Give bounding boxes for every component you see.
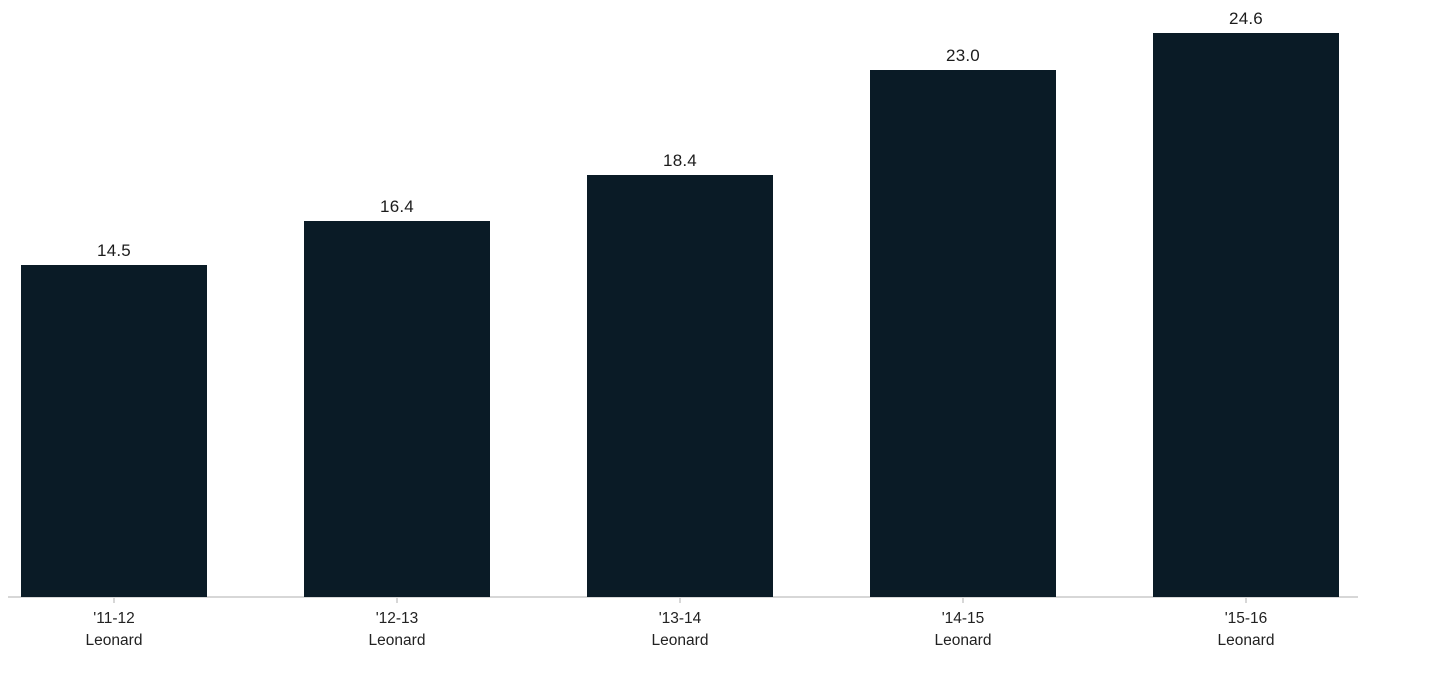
x-tick-label-line: '12-13: [375, 610, 419, 627]
x-tick-label: '15-16 Leonard: [1218, 608, 1275, 652]
bar-value-label: 18.4: [663, 151, 697, 170]
x-tick-label: '13-14 Leonard: [652, 608, 709, 652]
bar: [870, 70, 1056, 597]
x-axis-tick: [113, 598, 115, 603]
x-axis-tick: [1245, 598, 1247, 603]
bar: [304, 221, 490, 597]
x-tick-label-line: '11-12: [93, 610, 135, 627]
x-tick-label: '11-12 Leonard: [86, 608, 143, 652]
x-tick-label-line: Leonard: [934, 632, 992, 649]
x-tick-label-line: '14-15: [941, 610, 985, 627]
bar: [587, 175, 773, 597]
bar-value-label: 24.6: [1229, 9, 1263, 28]
bar: [1153, 33, 1339, 597]
bar-value-label: 23.0: [946, 46, 980, 65]
x-tick-label-line: '15-16: [1224, 610, 1268, 627]
x-axis-tick: [962, 598, 964, 603]
x-tick-label-line: Leonard: [368, 632, 426, 649]
x-tick-label-line: '13-14: [658, 610, 702, 627]
bar-value-label: 16.4: [380, 197, 414, 216]
x-tick-label: '14-15 Leonard: [935, 608, 992, 652]
x-tick-label-line: Leonard: [1217, 632, 1275, 649]
x-axis-tick: [679, 598, 681, 603]
x-tick-label-line: Leonard: [651, 632, 709, 649]
x-tick-label-line: Leonard: [85, 632, 143, 649]
bar-value-label: 14.5: [97, 241, 131, 260]
bar: [21, 265, 207, 597]
x-axis-tick: [396, 598, 398, 603]
x-tick-label: '12-13 Leonard: [369, 608, 426, 652]
x-axis-line: [8, 596, 1358, 598]
